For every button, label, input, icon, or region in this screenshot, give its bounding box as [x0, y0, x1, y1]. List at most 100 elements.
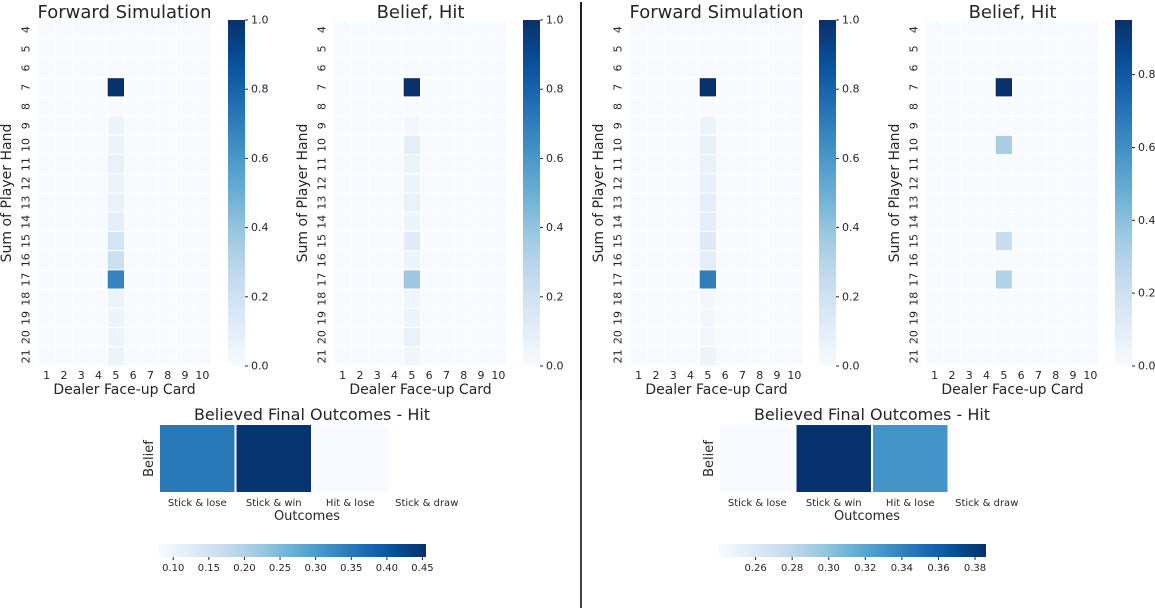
y-axis-label: Sum of Player Hand [887, 124, 903, 263]
heatmap-cell [994, 192, 1014, 213]
heatmap-cell [629, 230, 648, 252]
y-tick-label: 13 [20, 196, 33, 210]
heatmap-cell-value [106, 154, 125, 175]
heatmap-cell [489, 211, 508, 232]
heatmap-cell [785, 77, 804, 98]
heatmap-cell [994, 288, 1014, 309]
heatmap-cell [72, 38, 91, 59]
heatmap-cell [785, 173, 804, 194]
heatmap-cell [350, 211, 370, 232]
chart-title: Believed Final Outcomes - Hit [194, 405, 430, 424]
heatmap-cell [664, 230, 683, 252]
heatmap-cell [37, 288, 56, 309]
heatmap-cell [925, 38, 944, 59]
heatmap-cell [385, 269, 404, 290]
heatmap-cell [942, 288, 962, 309]
x-tick-label: 8 [1052, 369, 1059, 382]
heatmap-cell [942, 346, 962, 367]
heatmap-cell [942, 269, 962, 290]
heatmap-cell [1081, 134, 1100, 156]
colorbar-tick-label: 0.35 [340, 563, 362, 574]
y-tick-label: 16 [20, 253, 33, 267]
heatmap-cell-value [698, 192, 718, 213]
heatmap-cell [716, 250, 735, 271]
y-tick-label: 19 [612, 311, 625, 325]
x-tick-label: 4 [391, 369, 398, 382]
heatmap-cell [1081, 77, 1100, 98]
heatmap-cell [750, 346, 769, 367]
heatmap-cell [1029, 250, 1048, 271]
colorbar-tick-label: 1.0 [842, 14, 860, 27]
heatmap-cell [489, 307, 508, 329]
y-tick-label: 12 [612, 176, 625, 190]
heatmap-cell [141, 230, 160, 252]
heatmap-cell [750, 269, 769, 290]
heatmap-cell-value [402, 307, 422, 329]
heatmap-cell [454, 327, 473, 348]
heatmap-cell [368, 230, 387, 252]
heatmap-cell [124, 230, 143, 252]
heatmap-cell [942, 115, 962, 136]
heatmap-cell-value [106, 173, 125, 194]
y-tick-label: 5 [20, 45, 33, 52]
y-tick-label: 15 [316, 234, 329, 248]
heatmap-cell [368, 134, 387, 156]
heatmap-cell [1046, 77, 1065, 98]
heatmap-cell [471, 38, 491, 59]
heatmap-cell-value [402, 77, 422, 98]
heatmap-cell [698, 19, 718, 40]
colorbar-tick-label: 0.6 [546, 152, 564, 165]
heatmap-cell [333, 192, 352, 213]
heatmap-cell [646, 230, 666, 252]
heatmap-cell-value [402, 115, 422, 136]
heatmap-cell [124, 327, 143, 348]
heatmap-cell [994, 115, 1014, 136]
heatmap-cell [1081, 269, 1100, 290]
x-axis-label: Dealer Face-up Card [645, 382, 787, 398]
y-tick-label: 17 [316, 273, 329, 287]
heatmap-cell [420, 96, 439, 117]
heatmap-cell-value [106, 192, 125, 213]
y-tick-label: 20 [20, 330, 33, 344]
x-tick-label: 3 [78, 369, 85, 382]
heatmap-cell [733, 57, 752, 79]
heatmap-cell [454, 96, 473, 117]
y-tick-label: 11 [20, 157, 33, 171]
colorbar-tick-label: 1.0 [251, 14, 269, 27]
heatmap-cell [716, 96, 735, 117]
heatmap-cell [1046, 38, 1065, 59]
heatmap-cell-value [106, 115, 125, 136]
heatmap-cell [141, 288, 160, 309]
heatmap-cell [175, 327, 195, 348]
heatmap-cell [1029, 115, 1048, 136]
heatmap-cell [960, 173, 979, 194]
heatmap-cell [767, 154, 787, 175]
heatmap-cell [767, 77, 787, 98]
colorbar-tick-label: 0.38 [964, 563, 986, 574]
heatmap-cell [333, 346, 352, 367]
heatmap-cell [454, 19, 473, 40]
heatmap-cell [437, 134, 456, 156]
heatmap-cell [925, 307, 944, 329]
heatmap-cell [333, 57, 352, 79]
y-tick-label: 15 [908, 234, 921, 248]
x-tick-label: 7 [739, 369, 746, 382]
heatmap-cell [925, 77, 944, 98]
heatmap-cell [124, 307, 143, 329]
heatmap-cell [54, 57, 74, 79]
heatmap-cell [785, 346, 804, 367]
heatmap-cell [54, 134, 74, 156]
heatmap-cell [141, 211, 160, 232]
heatmap-cell [54, 115, 74, 136]
heatmap-cell [333, 250, 352, 271]
heatmap-cell [333, 327, 352, 348]
heatmap-cell [54, 346, 74, 367]
colorbar-tick-label: 0.4 [251, 221, 269, 234]
heatmap-cell [489, 269, 508, 290]
heatmap-cell [767, 211, 787, 232]
heatmap-cell [385, 57, 404, 79]
heatmap-cell [54, 269, 74, 290]
heatmap-cell [646, 134, 666, 156]
heatmap-cell-value [106, 250, 125, 271]
heatmap-cell [1081, 211, 1100, 232]
